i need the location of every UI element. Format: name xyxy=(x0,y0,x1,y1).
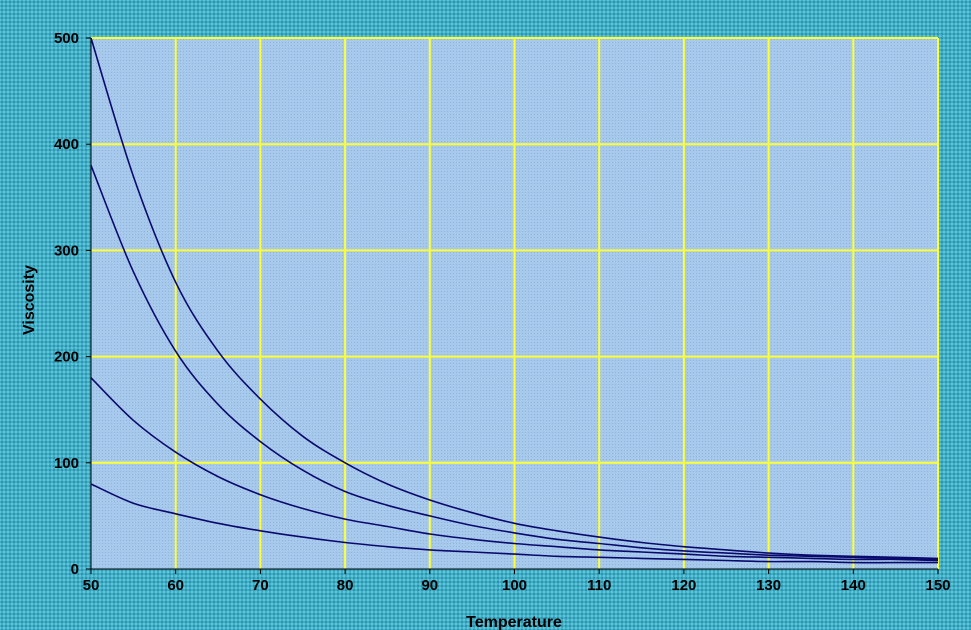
y-axis-title: Viscosity xyxy=(21,265,38,335)
series-line-1 xyxy=(90,37,939,560)
x-tick-label: 110 xyxy=(587,577,611,594)
y-tick-label: 200 xyxy=(54,349,79,366)
x-tick-label: 60 xyxy=(167,577,184,594)
x-tick-label: 120 xyxy=(671,577,696,594)
x-tick-label: 50 xyxy=(83,577,100,594)
series-group xyxy=(90,37,939,564)
x-tick-label: 130 xyxy=(756,577,781,594)
series-line-3 xyxy=(90,377,939,562)
x-tick-label: 100 xyxy=(502,577,527,594)
grid xyxy=(91,37,939,569)
y-tick-label: 500 xyxy=(54,30,79,47)
series-line-2 xyxy=(90,165,939,561)
x-tick-label: 90 xyxy=(421,577,438,594)
series-line-4 xyxy=(90,483,938,564)
y-tick-label: 0 xyxy=(71,561,79,578)
y-tick-label: 300 xyxy=(54,242,79,259)
x-tick-label: 80 xyxy=(337,577,354,594)
y-tick-label: 100 xyxy=(54,455,79,472)
y-tick-label: 400 xyxy=(54,136,79,153)
x-axis-title: Temperature xyxy=(466,614,562,630)
x-tick-label: 140 xyxy=(841,577,866,594)
tick-labels: 50 60 70 80 90 100 110 120 130 140 150 0 100 200 300 40… xyxy=(54,30,951,594)
x-tick-label: 150 xyxy=(925,577,950,594)
x-tick-label: 70 xyxy=(252,577,269,594)
